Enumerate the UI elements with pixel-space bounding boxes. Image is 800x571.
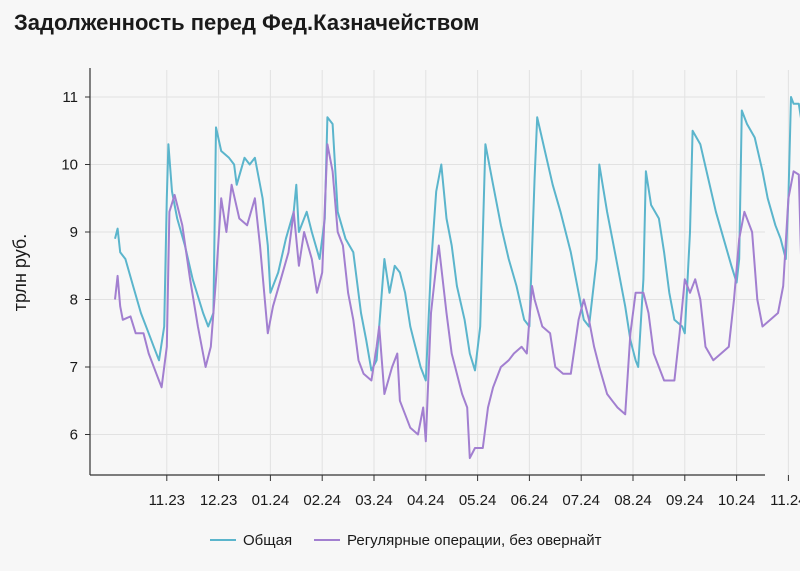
series-line-2 bbox=[114, 143, 800, 460]
x-tick-label: 04.24 bbox=[407, 492, 445, 509]
x-tick-label: 09.24 bbox=[666, 492, 704, 509]
y-tick-label: 7 bbox=[70, 359, 78, 376]
x-tick-label: 06.24 bbox=[511, 492, 549, 509]
legend-label-1: Общая bbox=[243, 532, 292, 549]
y-tick-label: 6 bbox=[70, 427, 78, 444]
x-tick-label: 12.23 bbox=[200, 492, 238, 509]
x-tick-label: 11.24 bbox=[770, 492, 800, 509]
y-axis-label: трлн руб. bbox=[10, 234, 30, 311]
legend-label-2: Регулярные операции, без овернайт bbox=[347, 532, 602, 549]
grid bbox=[90, 70, 789, 475]
chart-title: Задолженность перед Фед.Казначейством bbox=[14, 10, 480, 35]
axes: 6 7 8 9 10 11 11.23 12.23 01.24 02.24 03.24 04.24 05… bbox=[61, 68, 800, 509]
x-tick-label: 02.24 bbox=[303, 492, 341, 509]
y-tick-label: 10 bbox=[61, 157, 78, 174]
x-tick-label: 01.24 bbox=[252, 492, 290, 509]
legend: Общая Регулярные операции, без овернайт bbox=[210, 532, 602, 549]
series-lines bbox=[114, 96, 800, 460]
series-line-1 bbox=[114, 96, 800, 382]
x-tick-label: 03.24 bbox=[355, 492, 393, 509]
y-tick-label: 11 bbox=[62, 89, 78, 106]
x-tick-label: 11.23 bbox=[149, 492, 185, 509]
x-tick-label: 08.24 bbox=[614, 492, 652, 509]
y-tick-label: 8 bbox=[70, 292, 78, 309]
x-tick-label: 07.24 bbox=[562, 492, 600, 509]
x-tick-label: 10.24 bbox=[718, 492, 756, 509]
x-tick-label: 05.24 bbox=[459, 492, 497, 509]
y-tick-label: 9 bbox=[70, 224, 78, 241]
